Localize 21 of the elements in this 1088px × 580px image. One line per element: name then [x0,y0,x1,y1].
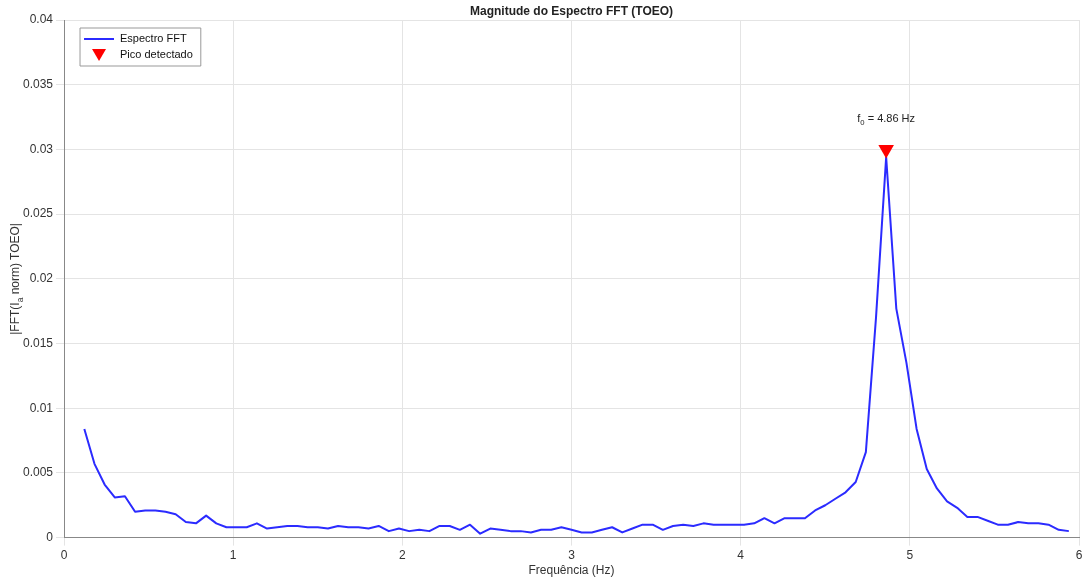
chart-title: Magnitude do Espectro FFT (TOEO) [469,4,674,19]
x-axis-title: Frequência (Hz) [528,563,615,578]
legend-label: Espectro FFT [120,32,187,45]
y-tick-label: 0.015 [23,335,54,350]
x-tick-label: 0 [60,548,68,563]
y-tick-label: 0.04 [29,12,54,27]
y-tick-label: 0.03 [29,141,54,156]
legend-label: Pico detectado [120,48,193,61]
y-tick-label: 0.005 [23,465,54,480]
x-tick-label: 5 [906,548,914,563]
x-tick-label: 1 [229,548,237,563]
x-tick-label: 4 [737,548,745,563]
x-tick-label: 6 [1075,548,1083,563]
y-tick-label: 0.025 [23,206,54,221]
y-tick-label: 0 [46,529,54,544]
y-tick-label: 0.01 [29,400,54,415]
y-tick-label: 0.035 [23,77,54,92]
y-tick-label: 0.02 [29,271,54,286]
x-tick-label: 2 [399,548,407,563]
y-axis-title: |FFT(Ia norm) TOEO| [8,223,25,335]
x-tick-label: 3 [568,548,576,563]
